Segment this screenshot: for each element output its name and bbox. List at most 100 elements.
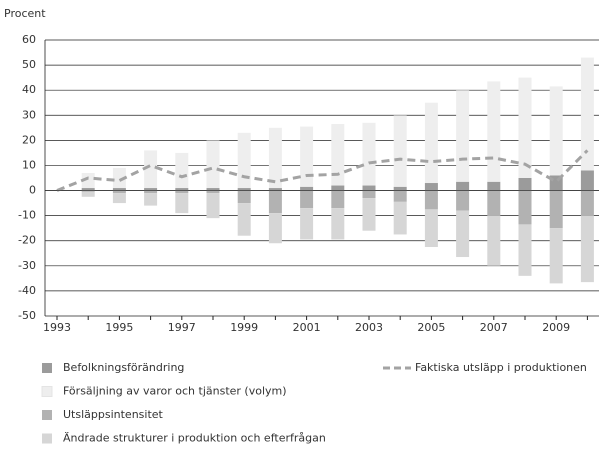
legend-swatch (41, 386, 53, 397)
bar (456, 210, 470, 258)
bar (237, 203, 251, 236)
bar (424, 209, 438, 247)
bar (112, 188, 126, 191)
bar (175, 193, 189, 214)
x-tick-label: 2005 (417, 321, 445, 334)
legend-label: Ändrade strukturer i produktion och efte… (63, 432, 326, 445)
bar (393, 201, 407, 235)
y-tick-label: 10 (22, 158, 36, 171)
bar (237, 132, 251, 189)
bar (487, 215, 501, 266)
x-tick-label: 2007 (480, 321, 508, 334)
bar (393, 115, 407, 187)
bar (206, 140, 220, 189)
bar (424, 190, 438, 210)
bar (331, 190, 345, 209)
y-tick-label: -30 (18, 259, 36, 272)
bar (144, 193, 158, 206)
bar (580, 170, 594, 191)
bar (549, 86, 563, 176)
y-tick-label: 50 (22, 58, 36, 71)
bar (206, 193, 220, 219)
bar (331, 208, 345, 240)
x-tick-label: 1997 (168, 321, 196, 334)
bar (580, 57, 594, 171)
x-tick-label: 1995 (105, 321, 133, 334)
y-tick-label: 40 (22, 83, 36, 96)
bar (393, 186, 407, 191)
bar (144, 150, 158, 189)
bar (518, 178, 532, 191)
y-axis-label: Procent (4, 7, 46, 20)
bar (300, 208, 314, 240)
bar (424, 102, 438, 184)
bar (518, 190, 532, 225)
bar (206, 188, 220, 191)
y-tick-label: 60 (22, 33, 36, 46)
x-tick-label: 1993 (43, 321, 71, 334)
bar (518, 224, 532, 276)
y-tick-label: -50 (18, 309, 36, 322)
x-tick-label: 2003 (355, 321, 383, 334)
legend-swatch (42, 410, 52, 420)
bar (268, 127, 282, 189)
bar (175, 152, 189, 189)
bar (268, 213, 282, 244)
legend-label: Faktiska utsläpp i produktionen (415, 361, 587, 374)
bar (549, 190, 563, 229)
bar (144, 188, 158, 191)
y-tick-label: -10 (18, 209, 36, 222)
y-tick-label: 0 (29, 184, 36, 197)
x-tick-label: 2001 (293, 321, 321, 334)
bar (424, 183, 438, 191)
bar (456, 190, 470, 211)
bar (175, 188, 189, 191)
bar (300, 190, 314, 209)
bar (81, 172, 95, 189)
bar (237, 188, 251, 191)
bar (487, 181, 501, 191)
y-tick-label: -40 (18, 284, 36, 297)
y-tick-label: 30 (22, 108, 36, 121)
line (56, 149, 589, 192)
y-tick-label: -20 (18, 234, 36, 247)
bar (518, 77, 532, 178)
bar (362, 185, 376, 191)
bar (580, 190, 594, 216)
bar (487, 81, 501, 182)
bar (268, 188, 282, 191)
legend-label: Försäljning av varor och tjänster (volym… (63, 385, 287, 398)
x-tick-label: 2009 (542, 321, 570, 334)
bar (81, 190, 95, 192)
bar (331, 185, 345, 191)
legend-label: Utsläppsintensitet (63, 408, 164, 421)
bar (112, 167, 126, 189)
bar (487, 190, 501, 216)
bar (112, 193, 126, 204)
legend-swatch (42, 363, 52, 373)
bar (300, 126, 314, 187)
bar (362, 198, 376, 231)
bar (456, 90, 470, 182)
bar (580, 215, 594, 283)
x-tick-label: 1999 (230, 321, 258, 334)
bar (268, 190, 282, 214)
bar (112, 190, 126, 194)
bar (300, 186, 314, 191)
legend-swatch (42, 433, 52, 444)
bar (81, 191, 95, 197)
bar (393, 190, 407, 202)
y-tick-label: 20 (22, 133, 36, 146)
bar (81, 188, 95, 191)
bar (331, 124, 345, 186)
legend-label: Befolkningsförändring (63, 361, 184, 374)
bar (144, 190, 158, 194)
bar (206, 190, 220, 194)
bar (237, 190, 251, 204)
bar (362, 122, 376, 186)
bar (456, 181, 470, 191)
bar (175, 190, 189, 194)
bar (549, 228, 563, 284)
bar (362, 190, 376, 199)
